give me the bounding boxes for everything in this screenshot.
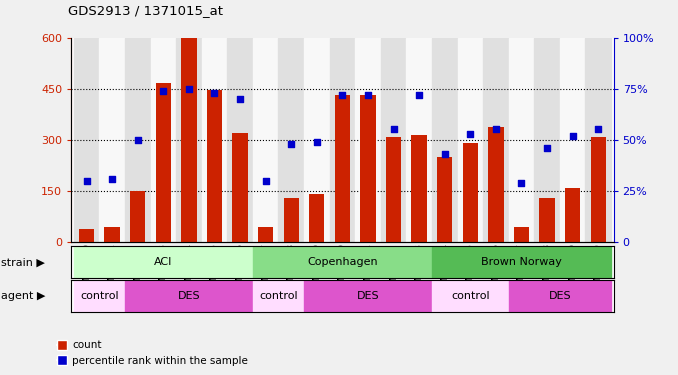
- Bar: [201, 38, 227, 242]
- Text: control: control: [259, 291, 298, 301]
- Bar: [406, 38, 432, 242]
- Text: DES: DES: [178, 291, 200, 301]
- Bar: [330, 38, 355, 242]
- Bar: [227, 38, 253, 242]
- Bar: [437, 158, 452, 242]
- Bar: [560, 38, 585, 242]
- Bar: [104, 227, 120, 242]
- Bar: [565, 188, 580, 242]
- Bar: [253, 246, 432, 278]
- Text: GDS2913 / 1371015_at: GDS2913 / 1371015_at: [68, 4, 223, 17]
- Bar: [585, 38, 611, 242]
- Point: [414, 92, 424, 98]
- Bar: [151, 38, 176, 242]
- Text: DES: DES: [549, 291, 571, 301]
- Point: [363, 92, 374, 98]
- Bar: [591, 137, 606, 242]
- Bar: [130, 192, 145, 242]
- Point: [235, 96, 245, 102]
- Bar: [258, 227, 273, 242]
- Text: Copenhagen: Copenhagen: [307, 257, 378, 267]
- Point: [593, 126, 603, 132]
- Point: [567, 133, 578, 139]
- Text: Brown Norway: Brown Norway: [481, 257, 562, 267]
- Point: [260, 178, 271, 184]
- Bar: [156, 84, 171, 242]
- Bar: [125, 280, 253, 312]
- Bar: [462, 143, 478, 242]
- Bar: [458, 38, 483, 242]
- Point: [337, 92, 348, 98]
- Point: [465, 130, 476, 136]
- Text: DES: DES: [357, 291, 379, 301]
- Bar: [488, 127, 504, 242]
- Bar: [283, 198, 299, 242]
- Point: [311, 139, 322, 145]
- Text: ACI: ACI: [154, 257, 172, 267]
- Point: [209, 90, 220, 96]
- Bar: [432, 246, 611, 278]
- Point: [388, 126, 399, 132]
- Bar: [483, 38, 508, 242]
- Bar: [335, 95, 350, 242]
- Text: control: control: [80, 291, 119, 301]
- Bar: [100, 38, 125, 242]
- Bar: [355, 38, 381, 242]
- Point: [184, 86, 195, 92]
- Bar: [74, 38, 100, 242]
- Point: [490, 126, 501, 132]
- Text: control: control: [451, 291, 490, 301]
- Bar: [253, 280, 304, 312]
- Bar: [514, 227, 529, 242]
- Bar: [181, 38, 197, 242]
- Bar: [386, 137, 401, 242]
- Point: [516, 180, 527, 186]
- Legend: count, percentile rank within the sample: count, percentile rank within the sample: [53, 336, 252, 370]
- Bar: [233, 133, 247, 242]
- Bar: [508, 280, 611, 312]
- Bar: [253, 38, 279, 242]
- Text: strain ▶: strain ▶: [1, 257, 45, 267]
- Bar: [74, 246, 253, 278]
- Bar: [508, 38, 534, 242]
- Bar: [74, 280, 125, 312]
- Bar: [304, 280, 432, 312]
- Point: [439, 151, 450, 157]
- Bar: [360, 95, 376, 242]
- Point: [132, 137, 143, 143]
- Bar: [125, 38, 151, 242]
- Bar: [432, 280, 508, 312]
- Bar: [207, 90, 222, 242]
- Bar: [304, 38, 330, 242]
- Bar: [79, 229, 94, 242]
- Point: [106, 176, 117, 181]
- Point: [158, 88, 169, 94]
- Text: agent ▶: agent ▶: [1, 291, 45, 301]
- Bar: [412, 135, 427, 242]
- Bar: [534, 38, 560, 242]
- Bar: [540, 198, 555, 242]
- Point: [542, 145, 553, 151]
- Point: [286, 141, 297, 147]
- Bar: [176, 38, 201, 242]
- Point: [81, 178, 92, 184]
- Bar: [381, 38, 406, 242]
- Bar: [432, 38, 458, 242]
- Bar: [309, 194, 325, 242]
- Bar: [279, 38, 304, 242]
